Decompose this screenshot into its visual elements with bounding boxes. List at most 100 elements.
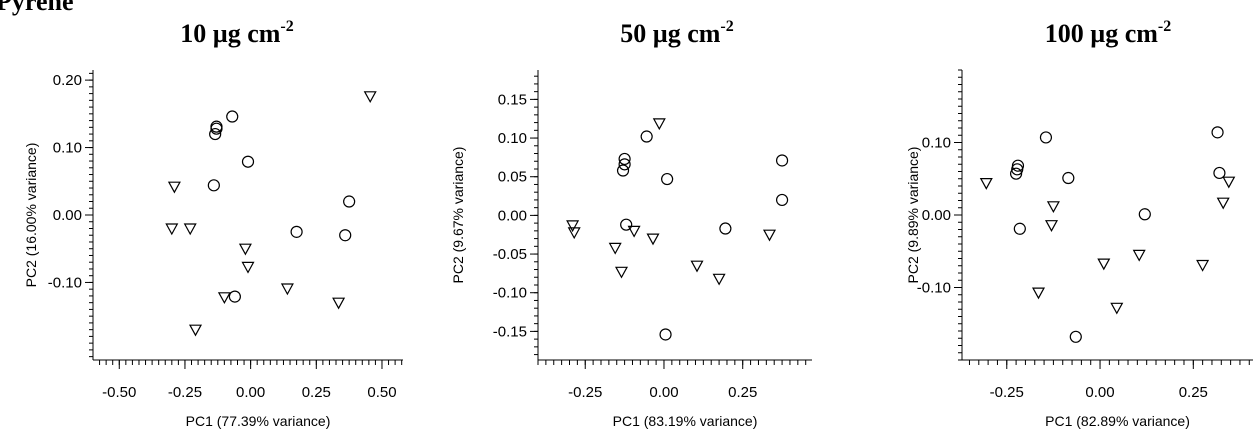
data-point-triangle: [1110, 302, 1124, 315]
data-point-triangle: [567, 227, 581, 240]
data-point-triangle: [1044, 220, 1059, 232]
x-tick-label: 0.25: [1179, 384, 1208, 401]
y-axis-label: PC2 (9.67% variance): [450, 147, 466, 284]
x-tick-label: 0.00: [649, 384, 678, 401]
data-point-circle: [226, 110, 239, 123]
panel-title: 50 µg cm-2: [620, 18, 734, 48]
data-point-circle: [339, 229, 352, 242]
y-tick-label: 0.00: [53, 207, 82, 224]
data-point-triangle: [1196, 259, 1210, 272]
scatter-panel-2: 50 µg cm-2 -0.25 0.00 0.25 0.15 0.10 0.05 0.00 -…: [450, 18, 812, 429]
y-tick-label: 0.10: [922, 135, 951, 152]
panel-title-main: 100 µg cm: [1045, 19, 1159, 48]
data-point-triangle: [627, 225, 641, 238]
panel-title-superscript: -2: [280, 18, 293, 35]
data-point-circle: [1039, 131, 1053, 144]
figure-label: Pyrene: [0, 0, 74, 16]
scatter-panel-1: 10 µg cm-2 -0.50 -0.25 0.00 0.25 0.50 0.20 0.10…: [23, 18, 403, 429]
data-point-circle: [1138, 208, 1151, 221]
data-point-triangle: [238, 243, 252, 256]
data-point-circle: [618, 158, 631, 171]
data-point-circle: [1213, 166, 1226, 180]
x-axis-label: PC1 (82.89% variance): [1045, 413, 1190, 429]
data-point-circle: [1211, 126, 1224, 139]
data-point-triangle: [332, 297, 346, 310]
y-tick-label: -0.10: [493, 285, 527, 302]
data-point-circle: [210, 122, 223, 135]
y-tick-label: 0.05: [498, 169, 527, 186]
x-tick-label: 0.50: [367, 384, 396, 401]
panel-title-main: 50 µg cm: [620, 19, 721, 48]
circle-series: [207, 110, 356, 303]
data-point-triangle: [652, 118, 666, 131]
data-point-circle: [719, 222, 732, 235]
panel-title: 100 µg cm-2: [1045, 18, 1172, 48]
y-axis-label: PC2 (16.00% variance): [23, 143, 39, 288]
x-tick-label: 0.00: [236, 384, 265, 401]
panel-title-superscript: -2: [720, 18, 733, 35]
y-tick-label: 0.10: [498, 130, 527, 147]
y-tick-label: -0.05: [493, 246, 527, 263]
data-point-circle: [661, 172, 674, 186]
y-tick-label: 0.15: [498, 91, 527, 108]
data-point-triangle: [167, 181, 181, 194]
y-tick-label: 0.20: [53, 72, 82, 89]
data-point-triangle: [1097, 258, 1111, 271]
x-tick-label: -0.25: [990, 384, 1024, 401]
data-point-circle: [1069, 330, 1082, 343]
y-tick-label: 0.10: [53, 140, 82, 157]
x-tick-label: -0.25: [568, 384, 602, 401]
x-tick-label: 0.25: [302, 384, 331, 401]
data-point-circle: [241, 155, 255, 168]
panels: 10 µg cm-2-0.50 -0.25 0.00 0.25 0.500.200.10…: [23, 18, 1253, 429]
data-point-circle: [620, 218, 633, 231]
data-point-triangle: [762, 229, 777, 242]
data-point-circle: [1011, 163, 1024, 176]
y-tick-label: 0.00: [922, 207, 951, 224]
data-point-circle: [775, 154, 789, 167]
data-point-triangle: [1046, 201, 1060, 214]
data-point-triangle: [1031, 287, 1046, 300]
circle-series: [1009, 126, 1226, 343]
axes: [954, 69, 1253, 369]
data-point-triangle: [280, 283, 294, 296]
axes: [530, 70, 812, 369]
data-point-triangle: [1222, 176, 1236, 189]
data-point-triangle: [363, 91, 377, 104]
y-tick-label: -0.10: [48, 274, 82, 291]
data-point-triangle: [690, 260, 704, 273]
x-tick-label: -0.50: [102, 384, 136, 401]
data-point-circle: [618, 152, 631, 166]
x-tick-label: 0.00: [1085, 384, 1114, 401]
data-point-circle: [1009, 167, 1023, 180]
data-point-circle: [616, 164, 630, 177]
data-point-circle: [228, 290, 241, 303]
x-axis-label: PC1 (77.39% variance): [186, 413, 331, 429]
data-point-circle: [1013, 222, 1026, 235]
x-tick-label: 0.25: [728, 384, 757, 401]
data-point-triangle: [979, 178, 993, 190]
panel-title: 10 µg cm-2: [180, 18, 294, 48]
data-point-triangle: [1216, 197, 1230, 210]
y-tick-label: 0.00: [498, 207, 527, 224]
data-point-triangle: [1132, 249, 1146, 262]
x-tick-label: -0.25: [168, 384, 202, 401]
data-point-circle: [1062, 171, 1075, 185]
y-tick-label: -0.10: [917, 280, 951, 297]
data-point-circle: [343, 195, 356, 208]
data-point-triangle: [566, 220, 580, 233]
panel-title-main: 10 µg cm: [180, 19, 281, 48]
data-point-triangle: [646, 233, 660, 246]
y-axis-label: PC2 (9.89% variance): [905, 147, 921, 284]
x-axis-label: PC1 (83.19% variance): [613, 413, 758, 429]
circle-series: [616, 130, 789, 341]
triangle-series: [165, 91, 377, 337]
data-point-triangle: [165, 223, 179, 236]
data-point-circle: [659, 328, 672, 341]
triangle-series: [566, 118, 777, 286]
data-point-triangle: [241, 261, 255, 274]
scatter-panel-3: 100 µg cm-2 -0.25 0.00 0.25 0.10 0.00 -0.10 PC1…: [905, 18, 1253, 429]
data-point-triangle: [217, 292, 231, 305]
data-point-circle: [775, 193, 789, 207]
data-point-triangle: [608, 242, 622, 255]
